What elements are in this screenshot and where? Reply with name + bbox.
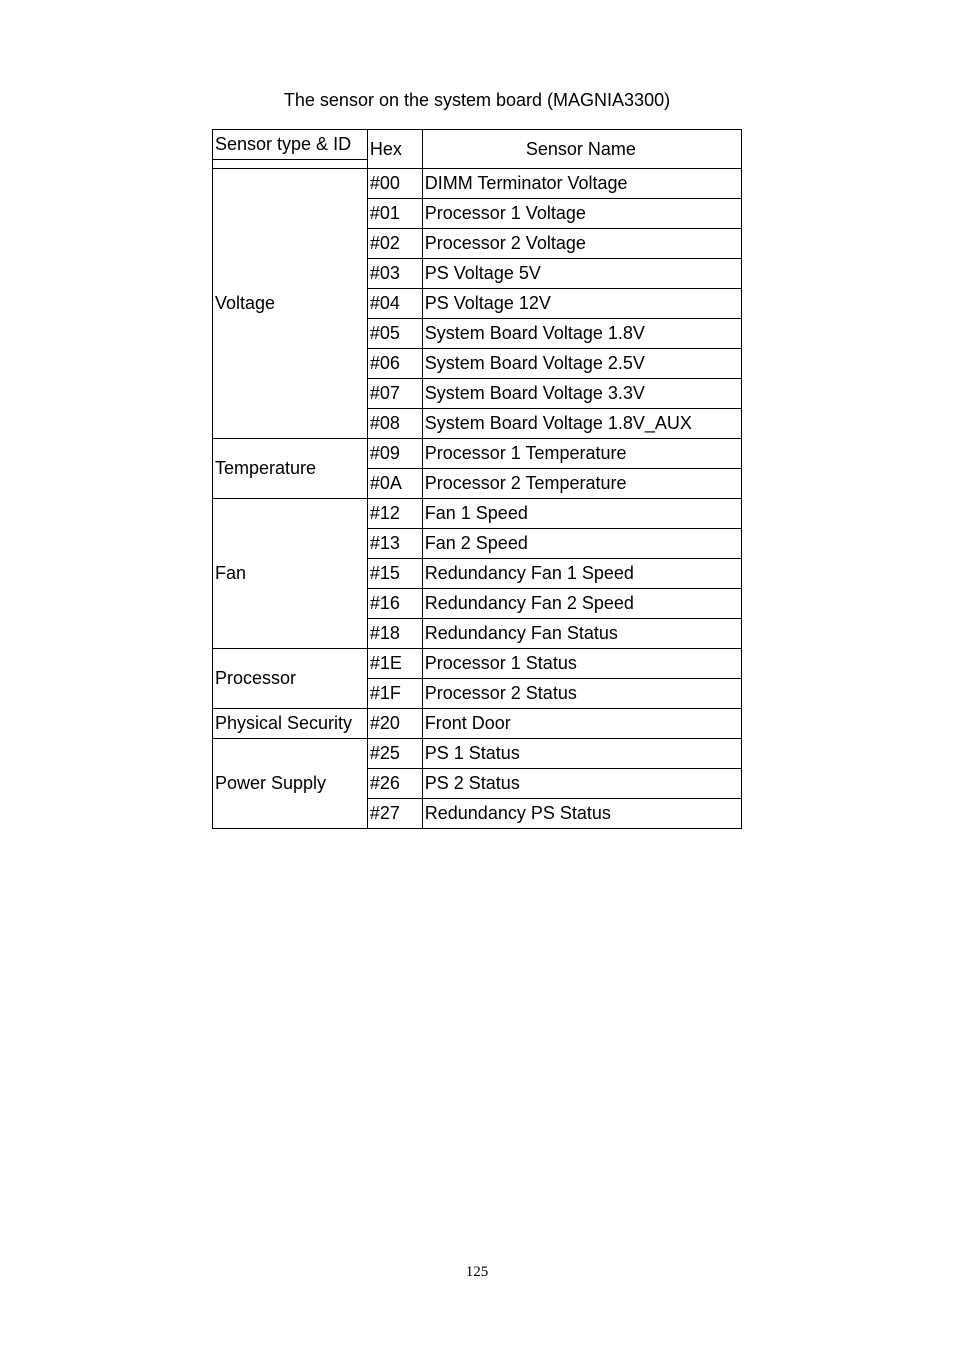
cell-sensor-name: Fan 2 Speed xyxy=(422,529,741,559)
table-row: Voltage#00DIMM Terminator Voltage xyxy=(213,169,742,199)
cell-sensor-name: PS 1 Status xyxy=(422,739,741,769)
cell-hex: #1F xyxy=(367,679,422,709)
cell-hex: #16 xyxy=(367,589,422,619)
header-blank xyxy=(213,160,368,169)
cell-hex: #09 xyxy=(367,439,422,469)
sensor-table: Sensor type & ID Hex Sensor Name Voltage… xyxy=(212,129,742,829)
cell-sensor-name: System Board Voltage 1.8V xyxy=(422,319,741,349)
table-row: Processor#1EProcessor 1 Status xyxy=(213,649,742,679)
cell-hex: #25 xyxy=(367,739,422,769)
table-row: Physical Security#20Front Door xyxy=(213,709,742,739)
cell-hex: #02 xyxy=(367,229,422,259)
cell-sensor-name: PS Voltage 12V xyxy=(422,289,741,319)
cell-hex: #08 xyxy=(367,409,422,439)
cell-hex: #18 xyxy=(367,619,422,649)
cell-sensor-name: DIMM Terminator Voltage xyxy=(422,169,741,199)
cell-hex: #03 xyxy=(367,259,422,289)
cell-sensor-name: Processor 2 Temperature xyxy=(422,469,741,499)
cell-hex: #20 xyxy=(367,709,422,739)
cell-hex: #07 xyxy=(367,379,422,409)
cell-hex: #1E xyxy=(367,649,422,679)
cell-sensor-name: Redundancy Fan 1 Speed xyxy=(422,559,741,589)
cell-hex: #13 xyxy=(367,529,422,559)
cell-hex: #27 xyxy=(367,799,422,829)
cell-sensor-name: Processor 1 Temperature xyxy=(422,439,741,469)
cell-sensor-type: Voltage xyxy=(213,169,368,439)
cell-sensor-name: Redundancy Fan 2 Speed xyxy=(422,589,741,619)
cell-hex: #15 xyxy=(367,559,422,589)
table-row: Temperature#09Processor 1 Temperature xyxy=(213,439,742,469)
cell-sensor-name: PS 2 Status xyxy=(422,769,741,799)
cell-sensor-type: Physical Security xyxy=(213,709,368,739)
cell-sensor-type: Fan xyxy=(213,499,368,649)
cell-sensor-name: Processor 1 Status xyxy=(422,649,741,679)
cell-sensor-name: Redundancy Fan Status xyxy=(422,619,741,649)
page-number: 125 xyxy=(0,1264,954,1281)
cell-hex: #0A xyxy=(367,469,422,499)
cell-hex: #06 xyxy=(367,349,422,379)
cell-hex: #00 xyxy=(367,169,422,199)
cell-sensor-name: Processor 2 Voltage xyxy=(422,229,741,259)
cell-sensor-name: System Board Voltage 3.3V xyxy=(422,379,741,409)
cell-hex: #05 xyxy=(367,319,422,349)
cell-sensor-name: Redundancy PS Status xyxy=(422,799,741,829)
cell-sensor-name: Front Door xyxy=(422,709,741,739)
cell-sensor-name: Processor 2 Status xyxy=(422,679,741,709)
cell-hex: #26 xyxy=(367,769,422,799)
cell-sensor-name: System Board Voltage 1.8V_AUX xyxy=(422,409,741,439)
header-hex: Hex xyxy=(367,130,422,169)
cell-hex: #12 xyxy=(367,499,422,529)
cell-sensor-type: Temperature xyxy=(213,439,368,499)
header-sensor-type-id: Sensor type & ID xyxy=(213,130,368,160)
table-row: Fan#12Fan 1 Speed xyxy=(213,499,742,529)
table-caption: The sensor on the system board (MAGNIA33… xyxy=(100,90,854,111)
header-sensor-name: Sensor Name xyxy=(422,130,741,169)
cell-sensor-name: Processor 1 Voltage xyxy=(422,199,741,229)
cell-hex: #01 xyxy=(367,199,422,229)
cell-hex: #04 xyxy=(367,289,422,319)
cell-sensor-name: Fan 1 Speed xyxy=(422,499,741,529)
cell-sensor-name: System Board Voltage 2.5V xyxy=(422,349,741,379)
cell-sensor-type: Power Supply xyxy=(213,739,368,829)
table-row: Power Supply#25PS 1 Status xyxy=(213,739,742,769)
cell-sensor-name: PS Voltage 5V xyxy=(422,259,741,289)
cell-sensor-type: Processor xyxy=(213,649,368,709)
